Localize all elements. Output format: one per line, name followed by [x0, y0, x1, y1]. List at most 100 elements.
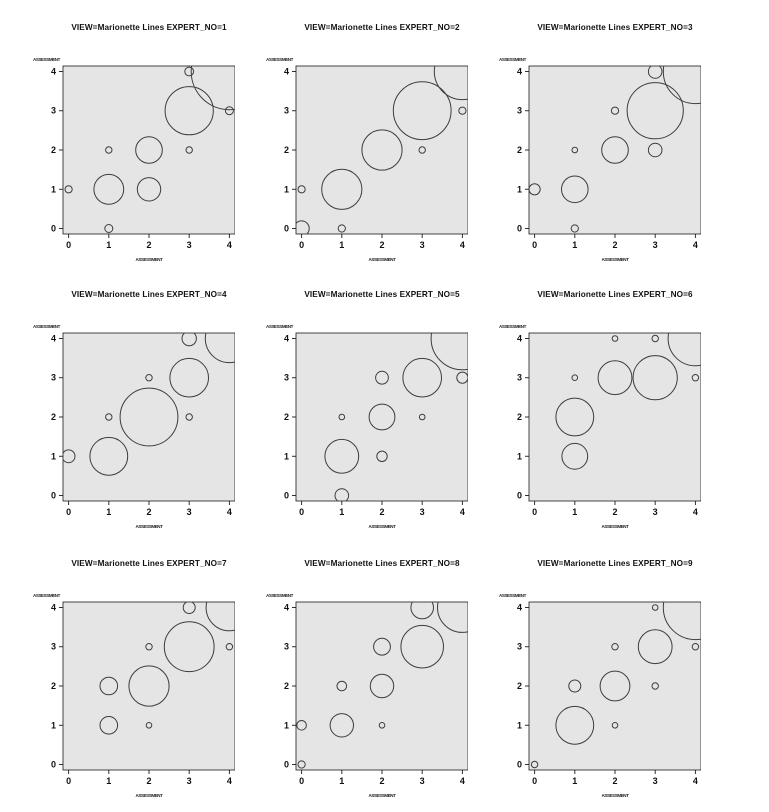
x-tick-label: 4: [227, 240, 232, 250]
x-tick-label: 4: [227, 776, 232, 786]
bubble: [611, 722, 619, 729]
bubble: [205, 602, 235, 632]
y-tick-label: 2: [517, 412, 522, 422]
y-tick-label: 1: [51, 451, 56, 461]
bubble: [336, 680, 348, 692]
y-tick-label: 2: [284, 412, 289, 422]
x-tick-label: 3: [653, 507, 658, 517]
x-tick-label: 3: [187, 240, 192, 250]
x-tick-label: 3: [420, 240, 425, 250]
bubble: [369, 673, 395, 699]
bubble: [321, 168, 363, 210]
bubble: [555, 705, 595, 745]
panel-title: VIEW=Marionette Lines EXPERT_NO=4: [71, 290, 227, 299]
y-tick-label: 4: [517, 333, 522, 343]
bubble: [597, 360, 633, 396]
y-tick-label: 0: [284, 224, 289, 234]
y-tick-label: 1: [284, 451, 289, 461]
bubble-layer: [555, 333, 701, 470]
x-axis-label: ASSESSMENT: [368, 524, 396, 529]
bubble: [458, 106, 467, 115]
bubble: [667, 333, 701, 367]
y-tick-label: 0: [51, 491, 56, 501]
x-tick-label: 4: [693, 507, 698, 517]
panel-title: VIEW=Marionette Lines EXPERT_NO=2: [304, 23, 460, 32]
plot-area: [295, 332, 468, 502]
bubble-layer: [529, 66, 701, 233]
bubble: [89, 436, 129, 476]
panel-title: VIEW=Marionette Lines EXPERT_NO=3: [537, 23, 693, 32]
bubble: [185, 146, 193, 154]
y-tick-label: 2: [517, 681, 522, 691]
bubble: [136, 177, 162, 202]
panel-expert-7: VIEW=Marionette Lines EXPERT_NO=7 ASSESSM…: [21, 556, 235, 808]
bubble: [647, 66, 663, 79]
bubble: [651, 334, 659, 343]
y-axis-label: ASSESSMENT: [266, 593, 294, 598]
bubble: [181, 333, 197, 347]
bubble: [104, 224, 114, 233]
x-axis-label: ASSESSMENT: [601, 257, 629, 262]
bubble: [164, 86, 214, 136]
x-tick-label: 4: [693, 240, 698, 250]
bubble: [182, 602, 196, 614]
x-tick-label: 1: [106, 776, 111, 786]
y-tick-label: 2: [517, 145, 522, 155]
plot-area: [528, 601, 701, 771]
x-tick-label: 4: [693, 776, 698, 786]
y-tick-label: 4: [51, 333, 56, 343]
bubble: [368, 403, 396, 431]
bubble-plot-svg: VIEW=Marionette Lines EXPERT_NO=5 ASSESSM…: [266, 290, 468, 529]
bubble-layer: [63, 333, 235, 476]
y-tick-label: 3: [517, 642, 522, 652]
y-tick-label: 0: [284, 491, 289, 501]
bubble: [437, 602, 468, 633]
bubble: [555, 397, 595, 437]
y-tick-label: 1: [517, 720, 522, 730]
x-tick-label: 4: [460, 240, 465, 250]
bubble: [184, 66, 195, 77]
y-tick-label: 3: [284, 373, 289, 383]
bubble: [571, 146, 579, 154]
bubble: [64, 185, 73, 194]
x-axis-label: ASSESSMENT: [601, 524, 629, 529]
bubble: [105, 413, 113, 421]
y-axis-label: ASSESSMENT: [499, 57, 527, 62]
bubble: [599, 670, 631, 702]
bubble: [225, 643, 234, 651]
bubble: [402, 357, 442, 398]
bubble: [418, 146, 426, 154]
panel-expert-3: VIEW=Marionette Lines EXPERT_NO=3 ASSESSM…: [487, 20, 701, 272]
bubble-plot-svg: VIEW=Marionette Lines EXPERT_NO=4 ASSESSM…: [33, 290, 235, 529]
x-tick-label: 1: [106, 240, 111, 250]
bubble: [430, 333, 468, 371]
panel-expert-2: VIEW=Marionette Lines EXPERT_NO=2 ASSESSM…: [254, 20, 468, 272]
bubble: [297, 760, 306, 769]
x-tick-label: 0: [66, 776, 71, 786]
x-tick-label: 0: [66, 507, 71, 517]
y-tick-label: 3: [284, 106, 289, 116]
y-axis-label: ASSESSMENT: [266, 57, 294, 62]
bubble: [296, 720, 307, 731]
bubble: [204, 333, 235, 364]
y-axis-label: ASSESSMENT: [33, 324, 61, 329]
x-tick-label: 3: [653, 240, 658, 250]
bubble: [93, 173, 125, 205]
x-tick-label: 2: [146, 240, 151, 250]
y-tick-label: 2: [284, 145, 289, 155]
y-tick-label: 2: [51, 412, 56, 422]
bubble: [169, 357, 209, 398]
x-tick-label: 1: [572, 507, 577, 517]
bubble-layer: [296, 602, 468, 769]
panel-expert-5: VIEW=Marionette Lines EXPERT_NO=5 ASSESSM…: [254, 287, 468, 539]
x-tick-label: 0: [532, 507, 537, 517]
bubble: [530, 760, 539, 769]
y-axis-label: ASSESSMENT: [33, 593, 61, 598]
x-tick-label: 2: [146, 776, 151, 786]
bubble: [561, 442, 589, 470]
x-tick-label: 2: [612, 240, 617, 250]
panel-title: VIEW=Marionette Lines EXPERT_NO=9: [537, 559, 693, 568]
x-tick-label: 4: [227, 507, 232, 517]
x-tick-label: 2: [612, 776, 617, 786]
bubble: [571, 374, 579, 381]
